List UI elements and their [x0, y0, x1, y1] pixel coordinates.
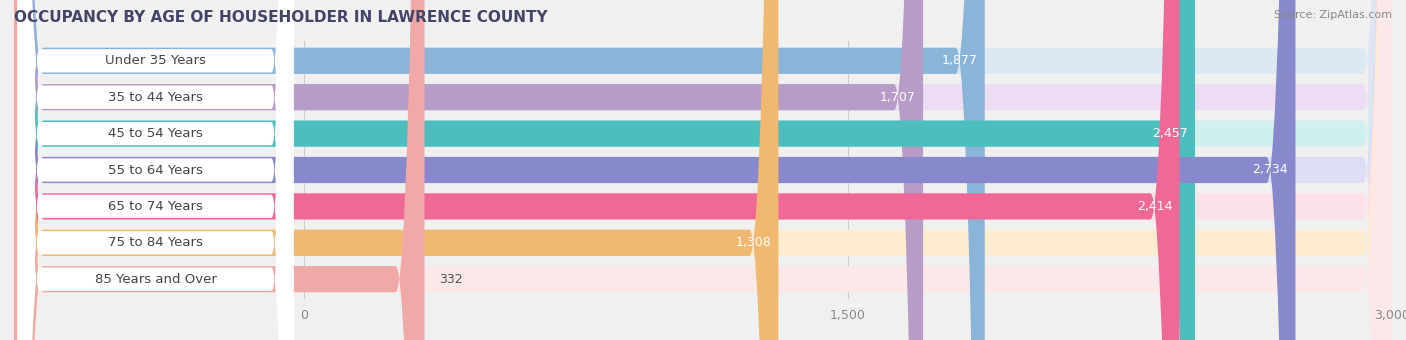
FancyBboxPatch shape	[14, 0, 425, 340]
FancyBboxPatch shape	[18, 0, 294, 340]
Text: 55 to 64 Years: 55 to 64 Years	[108, 164, 202, 176]
FancyBboxPatch shape	[18, 0, 294, 340]
FancyBboxPatch shape	[14, 0, 1392, 340]
Text: 1,707: 1,707	[880, 91, 915, 104]
Text: 45 to 54 Years: 45 to 54 Years	[108, 127, 202, 140]
Text: 2,457: 2,457	[1152, 127, 1188, 140]
Text: 332: 332	[439, 273, 463, 286]
FancyBboxPatch shape	[18, 0, 294, 340]
Text: Source: ZipAtlas.com: Source: ZipAtlas.com	[1274, 10, 1392, 20]
Text: Under 35 Years: Under 35 Years	[105, 54, 205, 67]
FancyBboxPatch shape	[14, 0, 779, 340]
FancyBboxPatch shape	[14, 0, 1392, 340]
Text: 1,877: 1,877	[942, 54, 977, 67]
FancyBboxPatch shape	[18, 0, 294, 340]
Text: 35 to 44 Years: 35 to 44 Years	[108, 91, 202, 104]
FancyBboxPatch shape	[18, 0, 294, 340]
FancyBboxPatch shape	[14, 0, 1392, 340]
FancyBboxPatch shape	[14, 0, 1392, 340]
Text: 85 Years and Over: 85 Years and Over	[94, 273, 217, 286]
FancyBboxPatch shape	[18, 0, 294, 340]
FancyBboxPatch shape	[14, 0, 924, 340]
FancyBboxPatch shape	[14, 0, 1392, 340]
Text: OCCUPANCY BY AGE OF HOUSEHOLDER IN LAWRENCE COUNTY: OCCUPANCY BY AGE OF HOUSEHOLDER IN LAWRE…	[14, 10, 548, 25]
FancyBboxPatch shape	[14, 0, 1295, 340]
FancyBboxPatch shape	[14, 0, 1195, 340]
FancyBboxPatch shape	[14, 0, 984, 340]
Text: 65 to 74 Years: 65 to 74 Years	[108, 200, 202, 213]
FancyBboxPatch shape	[14, 0, 1392, 340]
Text: 75 to 84 Years: 75 to 84 Years	[108, 236, 202, 249]
FancyBboxPatch shape	[14, 0, 1392, 340]
FancyBboxPatch shape	[14, 0, 1180, 340]
Text: 2,734: 2,734	[1253, 164, 1288, 176]
Text: 1,308: 1,308	[735, 236, 770, 249]
Text: 2,414: 2,414	[1136, 200, 1173, 213]
FancyBboxPatch shape	[18, 0, 294, 340]
